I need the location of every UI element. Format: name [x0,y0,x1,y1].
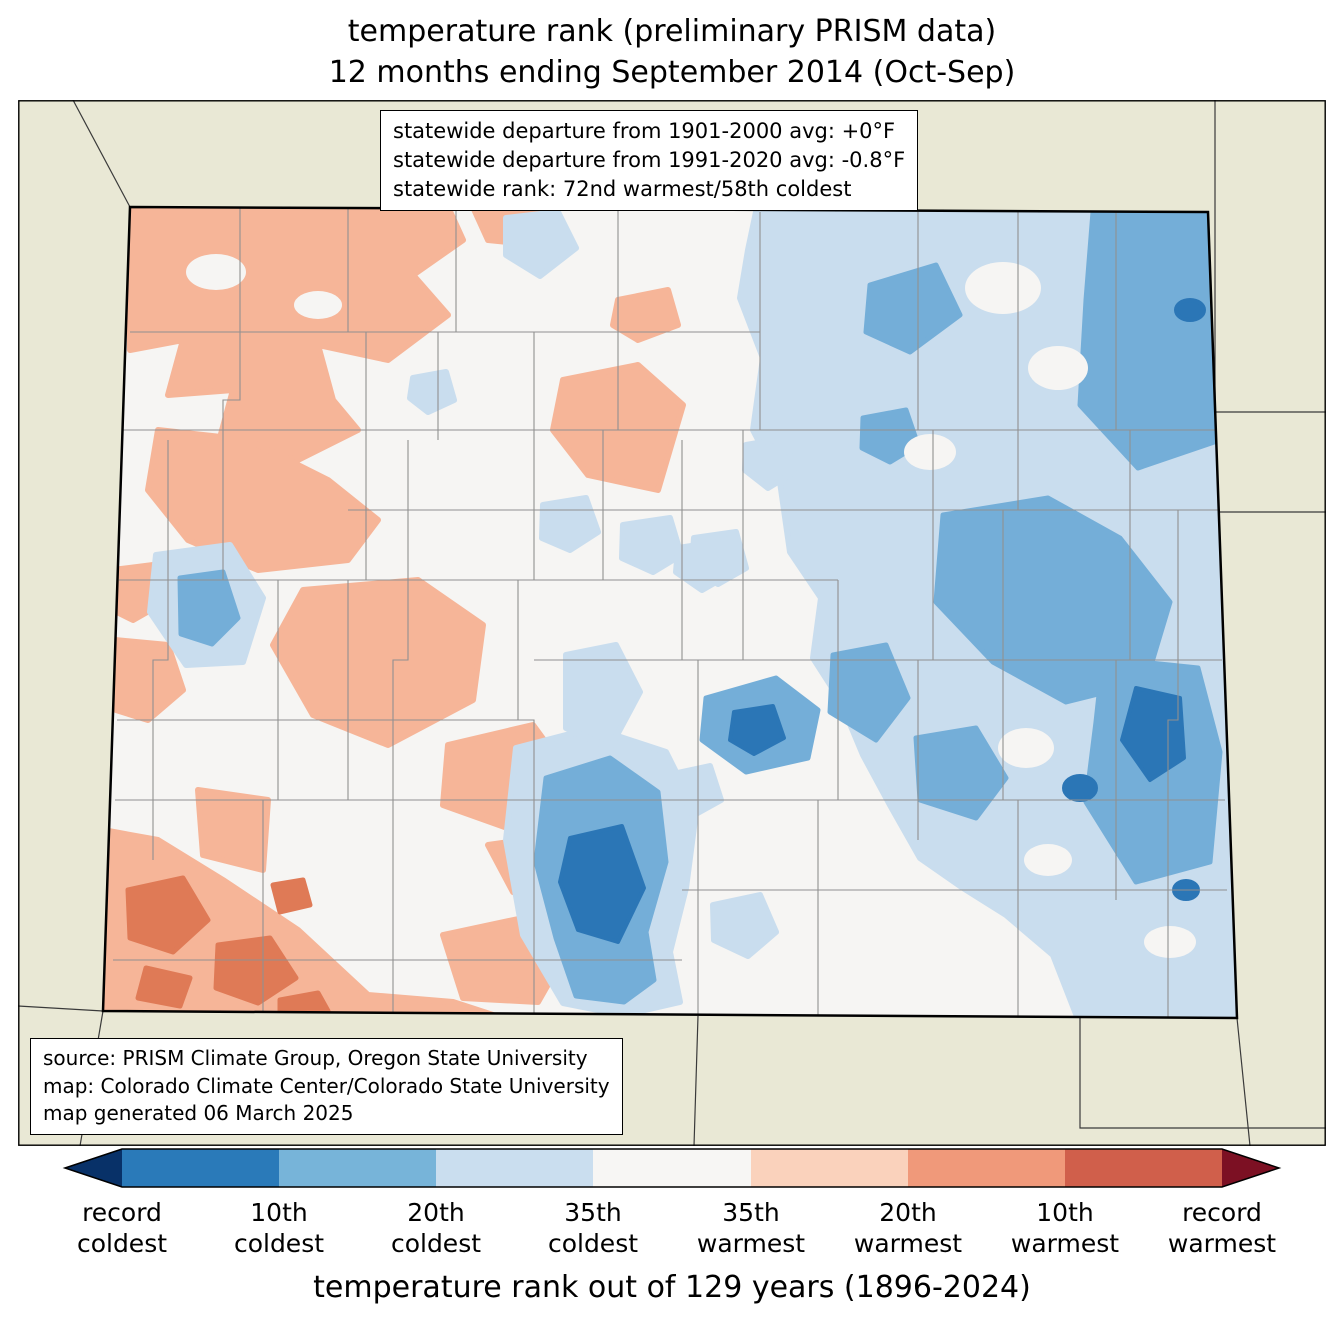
colorbar-segment-1 [122,1149,279,1187]
colorbar-label-record-warmest: record warmest [1167,1198,1277,1258]
colorbar-label-10th-coldest: 10th coldest [233,1198,325,1258]
source-line-2: map: Colorado Climate Center/Colorado St… [43,1073,610,1098]
colorbar-segment-7 [1065,1149,1222,1187]
colorbar-record-warmest-arrow [1222,1149,1279,1187]
colorbar-outline [62,1148,1282,1188]
source-line-3: map generated 06 March 2025 [43,1101,354,1126]
figure-title: temperature rank (preliminary PRISM data… [0,12,1344,93]
temperature-rank-colorbar [62,1148,1282,1188]
title-line-2: 12 months ending September 2014 (Oct-Sep… [328,54,1016,90]
near-normal-holes [186,254,1196,958]
source-attribution-box: source: PRISM Climate Group, Oregon Stat… [30,1038,623,1135]
colorbar-segment-6 [908,1149,1065,1187]
colorbar-segment-5 [751,1149,908,1187]
colorbar-label-20th-coldest: 20th coldest [390,1198,482,1258]
colorbar-caption: temperature rank out of 129 years (1896-… [313,1270,1031,1305]
source-line-1: source: PRISM Climate Group, Oregon Stat… [43,1046,588,1070]
stats-line-1: statewide departure from 1901-2000 avg: … [393,119,896,143]
colorbar-label-35th-coldest: 35th coldest [547,1198,639,1258]
map-frame [18,100,1326,1146]
colorbar-label-10th-warmest: 10th warmest [1010,1198,1120,1258]
stats-line-2: statewide departure from 1991-2020 avg: … [393,147,906,172]
title-line-1: temperature rank (preliminary PRISM data… [347,14,997,49]
colorbar-label-20th-warmest: 20th warmest [853,1198,963,1258]
county-boundaries [113,207,1227,1018]
stats-line-3: statewide rank: 72nd warmest/58th coldes… [393,176,852,201]
colorbar-segment-3 [436,1149,593,1187]
colorado-temperature-rank-map [18,100,1326,1146]
statewide-stats-box: statewide departure from 1901-2000 avg: … [380,110,919,211]
warm-anomaly-strong-regions [125,875,331,1014]
cold-anomaly-dark-regions [558,298,1206,944]
neighbor-state-borders [18,100,1326,1146]
colorbar-label-record-coldest: record coldest [76,1198,168,1258]
colorbar-segment-2 [279,1149,436,1187]
map-axes: statewide departure from 1901-2000 avg: … [18,100,1326,1146]
colorbar-labels: record coldest 10th coldest 20th coldest… [18,1198,1326,1268]
colorbar-label-35th-warmest: 35th warmest [696,1198,806,1258]
colorbar-record-coldest-arrow [65,1149,122,1187]
colorbar-segment-4 [593,1149,751,1187]
